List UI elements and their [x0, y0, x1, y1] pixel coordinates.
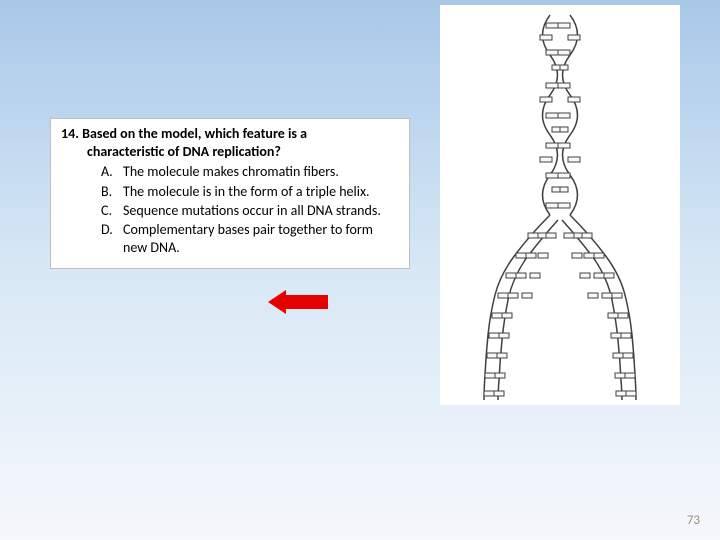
arrow-head: [268, 290, 286, 314]
page-number: 73: [687, 513, 700, 528]
answer-arrow-icon: [268, 290, 328, 314]
option-text: The molecule is in the form of a triple …: [123, 183, 399, 201]
dna-replication-diagram: [440, 5, 680, 405]
option-text: The molecule makes chromatin fibers.: [123, 163, 399, 181]
options-list: A. The molecule makes chromatin fibers. …: [101, 163, 399, 257]
question-number: 14.: [61, 125, 79, 142]
dna-svg-icon: [440, 5, 680, 405]
option-c: C. Sequence mutations occur in all DNA s…: [101, 202, 399, 220]
question-stem: 14. Based on the model, which feature is…: [61, 125, 399, 161]
option-text: Complementary bases pair together to for…: [123, 221, 399, 257]
option-letter: B.: [101, 183, 123, 201]
option-d: D. Complementary bases pair together to …: [101, 221, 399, 257]
stem-line1: Based on the model, which feature is a: [82, 125, 307, 142]
question-box: 14. Based on the model, which feature is…: [50, 118, 410, 269]
option-text: Sequence mutations occur in all DNA stra…: [123, 202, 399, 220]
option-letter: D.: [101, 221, 123, 257]
stem-line2: characteristic of DNA replication?: [87, 143, 399, 161]
option-letter: C.: [101, 202, 123, 220]
option-letter: A.: [101, 163, 123, 181]
option-b: B. The molecule is in the form of a trip…: [101, 183, 399, 201]
arrow-body: [286, 295, 328, 309]
option-a: A. The molecule makes chromatin fibers.: [101, 163, 399, 181]
